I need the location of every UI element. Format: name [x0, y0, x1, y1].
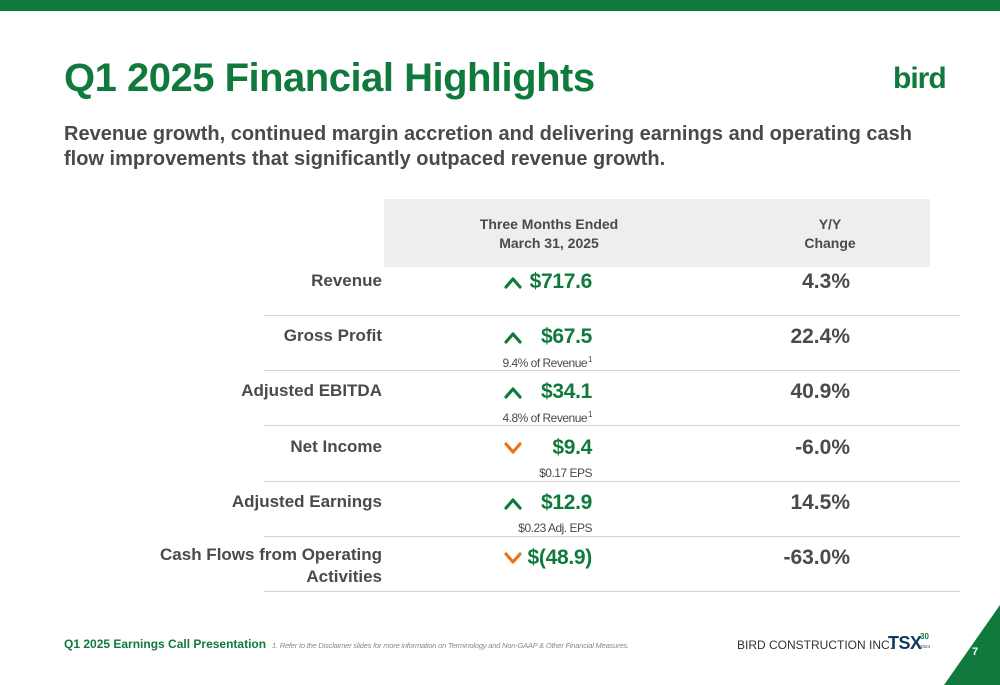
row-note-text: 4.8% of Revenue — [502, 411, 588, 425]
tsx-logo: TSX — [888, 633, 922, 653]
corner-triangle — [944, 605, 1000, 685]
row-label: Revenue — [311, 271, 382, 290]
row-yy-change: 40.9% — [790, 380, 850, 403]
header-three-months-line2: March 31, 2025 — [499, 235, 599, 251]
arrow-up-icon — [503, 329, 523, 345]
tsx-30-number: 30 — [920, 632, 929, 641]
row-value: $(48.9) — [527, 546, 593, 569]
tsx-year: 2024 — [920, 644, 931, 649]
row-divider — [264, 425, 960, 426]
row-divider — [264, 481, 960, 482]
table-row: Net Income $9.4 $0.17 EPS -6.0% — [0, 436, 1000, 492]
row-label: Net Income — [290, 437, 382, 456]
row-note: $0.23 Adj. EPS — [518, 521, 592, 535]
row-note: 4.8% of Revenue1 — [502, 410, 592, 425]
arrow-up-icon — [503, 495, 523, 511]
table-row: Revenue $717.6 4.3% — [0, 270, 1000, 326]
row-yy-change: -6.0% — [795, 436, 850, 459]
page-title: Q1 2025 Financial Highlights — [64, 56, 595, 100]
row-label: Adjusted EBITDA — [241, 381, 382, 400]
row-note-text: $0.17 EPS — [539, 466, 592, 480]
row-label: Gross Profit — [283, 326, 382, 345]
row-divider — [264, 591, 960, 592]
row-divider — [264, 536, 960, 537]
row-yy-change: 14.5% — [790, 491, 850, 514]
header-three-months: Three Months Ended March 31, 2025 — [459, 215, 639, 253]
row-label: Adjusted Earnings — [231, 492, 382, 511]
footer-presentation-title: Q1 2025 Earnings Call Presentation — [64, 637, 267, 651]
top-accent-bar — [0, 0, 1000, 11]
arrow-up-icon — [503, 274, 523, 290]
arrow-up-icon — [503, 384, 523, 400]
footnote-ref: 1 — [588, 410, 592, 419]
header-yy-line2: Change — [804, 235, 856, 251]
arrow-down-icon — [503, 550, 523, 566]
row-divider — [264, 315, 960, 316]
table-header-band — [384, 199, 930, 267]
row-note-text: 9.4% of Revenue — [502, 356, 588, 370]
row-divider — [264, 370, 960, 371]
row-note-text: $0.23 Adj. EPS — [518, 521, 592, 535]
row-value: $717.6 — [529, 270, 593, 293]
table-row: Adjusted Earnings $12.9 $0.23 Adj. EPS 14.5… — [0, 491, 1000, 547]
row-note: $0.17 EPS — [539, 466, 592, 480]
company-name: BIRD CONSTRUCTION INC. — [737, 638, 893, 652]
header-yy-change: Y/Y Change — [760, 215, 900, 253]
row-value: $12.9 — [540, 491, 592, 514]
row-note: 9.4% of Revenue1 — [502, 355, 592, 370]
arrow-down-icon — [503, 440, 523, 456]
row-yy-change: -63.0% — [783, 546, 850, 569]
table-row: Gross Profit $67.5 9.4% of Revenue1 22.4% — [0, 325, 1000, 381]
page-number: 7 — [972, 646, 979, 658]
header-yy-line1: Y/Y — [818, 216, 842, 232]
page-subtitle: Revenue growth, continued margin accreti… — [64, 123, 912, 170]
row-yy-change: 4.3% — [802, 270, 850, 293]
row-value: $67.5 — [540, 325, 592, 348]
footnote-ref: 1 — [588, 355, 592, 364]
row-value: $34.1 — [540, 380, 592, 403]
header-three-months-line1: Three Months Ended — [479, 216, 619, 232]
row-yy-change: 22.4% — [790, 325, 850, 348]
footnote: 1. Refer to the Disclaimer slides for mo… — [272, 641, 629, 650]
row-label: Cash Flows from Operating Activities — [160, 545, 382, 586]
table-row: Adjusted EBITDA $34.1 4.8% of Revenue1 40.9… — [0, 380, 1000, 436]
row-value: $9.4 — [552, 436, 592, 459]
table-row: Cash Flows from Operating Activities $(48… — [0, 545, 1000, 602]
bird-logo: bird — [893, 62, 947, 95]
